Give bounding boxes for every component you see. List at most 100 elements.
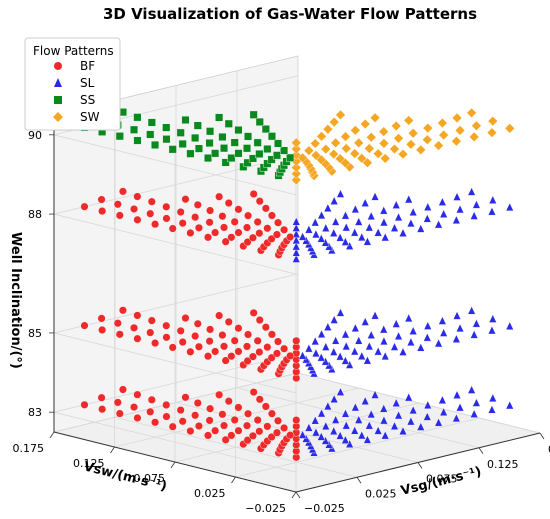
x-tick-label: 0.025: [365, 487, 397, 500]
point-bf: [227, 233, 236, 242]
point-bf: [130, 204, 139, 213]
point-bf: [230, 336, 239, 345]
point-bf: [272, 230, 281, 239]
point-bf: [220, 342, 229, 351]
point-sl: [394, 410, 403, 420]
point-sw: [341, 143, 352, 154]
point-bf: [194, 421, 203, 430]
point-bf: [267, 353, 276, 362]
point-ss: [162, 123, 171, 132]
point-bf: [181, 314, 190, 323]
y-tick-mark: [110, 446, 115, 454]
point-sl: [452, 413, 461, 423]
point-bf: [80, 321, 89, 330]
point-bf: [181, 195, 190, 204]
y-tick-mark: [231, 476, 236, 484]
z-axis-label: Well Inclination/(°): [8, 232, 23, 369]
point-bf: [263, 224, 272, 233]
point-bf: [178, 219, 187, 228]
point-sw: [297, 152, 308, 163]
point-sw: [328, 149, 339, 160]
point-bf: [97, 195, 106, 204]
point-bf: [205, 218, 214, 227]
point-sl: [361, 396, 370, 405]
point-ss: [227, 154, 236, 163]
point-sl: [409, 326, 418, 335]
point-bf: [280, 423, 289, 432]
point-sl: [488, 314, 497, 323]
point-sl: [331, 335, 340, 345]
point-bf: [115, 211, 124, 220]
point-sl: [452, 192, 462, 201]
point-sw: [422, 123, 433, 134]
point-sw: [422, 134, 433, 145]
point-sl: [452, 334, 461, 343]
point-sl: [406, 337, 416, 346]
x-tick-mark: [478, 447, 484, 454]
grid-line-z-left: [53, 134, 297, 196]
point-bf: [220, 421, 229, 430]
point-sw: [360, 118, 371, 130]
legend-marker-sl: [54, 78, 62, 87]
z-tick-label: 90: [28, 129, 42, 142]
legend-label-sl: SL: [80, 76, 95, 90]
point-bf: [146, 407, 155, 416]
point-sl: [392, 398, 401, 407]
point-sl: [381, 351, 390, 361]
point-ss: [168, 145, 177, 154]
point-sl: [361, 198, 370, 207]
point-sl: [423, 412, 432, 421]
point-sl: [341, 237, 350, 246]
point-bf: [243, 223, 252, 232]
point-bf: [98, 325, 107, 334]
point-sl: [341, 408, 350, 418]
chart-title: 3D Visualization of Gas-Water Flow Patte…: [103, 5, 477, 23]
point-bf: [267, 234, 276, 243]
point-bf: [215, 192, 224, 201]
point-ss: [186, 149, 195, 158]
point-sl: [317, 352, 326, 362]
point-ss: [261, 125, 270, 134]
point-bf: [243, 421, 252, 430]
point-sw: [369, 112, 381, 123]
point-bf: [113, 319, 122, 328]
point-bf: [243, 238, 252, 247]
point-sw: [310, 150, 322, 161]
point-bf: [227, 431, 236, 440]
point-ss: [267, 155, 276, 164]
point-bf: [133, 390, 142, 399]
grid-line-z-right: [53, 352, 299, 413]
point-sw: [487, 116, 498, 127]
point-bf: [191, 213, 200, 222]
point-ss: [249, 110, 258, 119]
point-sl: [472, 398, 481, 407]
point-sl: [317, 329, 326, 338]
point-ss: [205, 139, 214, 148]
point-sl: [336, 189, 345, 198]
point-bf: [255, 348, 264, 357]
x-tick-label: 0.175: [548, 443, 550, 456]
point-sw: [451, 136, 462, 147]
point-bf: [211, 426, 220, 435]
point-bf: [147, 316, 156, 325]
point-bf: [272, 349, 281, 358]
axis-ticks: −0.025 0.025 0.075 0.125 0.175 −0.025 0.025 0.0…: [13, 115, 550, 515]
point-bf: [151, 418, 160, 427]
point-sw: [471, 120, 482, 131]
legend-label-sw: SW: [80, 110, 100, 124]
point-sw: [364, 143, 375, 154]
y-tick-mark: [291, 491, 297, 499]
point-bf: [176, 326, 185, 335]
point-sl: [317, 233, 326, 243]
point-sl: [374, 425, 383, 435]
point-sl: [434, 417, 443, 427]
point-bf: [234, 205, 243, 214]
point-sl: [365, 341, 374, 351]
point-bf: [176, 406, 185, 415]
legend-marker-ss: [54, 96, 62, 104]
y-tick-label: −0.025: [245, 502, 286, 515]
grid-line-z-right: [53, 273, 299, 334]
point-bf: [204, 431, 213, 440]
point-ss: [239, 162, 248, 171]
point-bf: [98, 405, 107, 414]
